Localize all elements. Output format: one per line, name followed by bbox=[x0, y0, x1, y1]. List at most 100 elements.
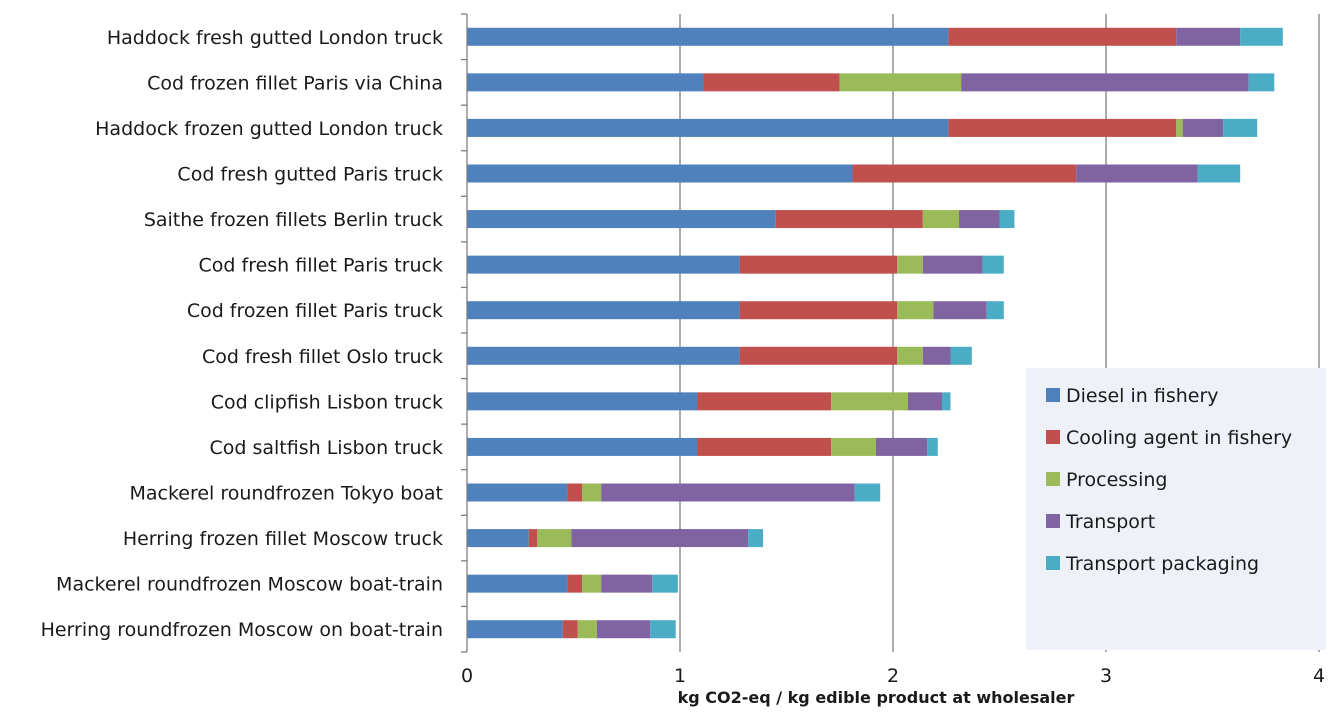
bar-transport-packaging-haddock-frozen-gutted-london-truck bbox=[1223, 118, 1258, 137]
bar-transport-packaging-cod-frozen-fillet-paris-truck bbox=[986, 301, 1004, 320]
bar-diesel-in-fishery-cod-clipfish-lisbon-truck bbox=[467, 392, 698, 411]
bar-diesel-in-fishery-cod-frozen-fillet-paris-truck bbox=[467, 301, 740, 320]
x-tick-label-1: 1 bbox=[674, 665, 686, 687]
bar-transport-cod-clipfish-lisbon-truck bbox=[907, 392, 942, 411]
category-label-cod-fresh-fillet-oslo-truck: Cod fresh fillet Oslo truck bbox=[202, 346, 443, 368]
bar-transport-packaging-haddock-fresh-gutted-london-truck bbox=[1240, 27, 1283, 46]
bar-transport-cod-fresh-fillet-oslo-truck bbox=[922, 346, 951, 365]
bar-cooling-agent-in-fishery-haddock-fresh-gutted-london-truck bbox=[948, 27, 1177, 46]
category-label-cod-fresh-fillet-paris-truck: Cod fresh fillet Paris truck bbox=[199, 255, 443, 277]
category-label-mackerel-roundfrozen-tokyo-boat: Mackerel roundfrozen Tokyo boat bbox=[129, 483, 443, 505]
bar-transport-packaging-saithe-frozen-fillets-berlin-truck bbox=[999, 210, 1015, 229]
bar-cooling-agent-in-fishery-saithe-frozen-fillets-berlin-truck bbox=[775, 210, 923, 229]
bar-transport-cod-frozen-fillet-paris-via-china bbox=[961, 73, 1249, 92]
legend-background bbox=[1026, 368, 1326, 650]
bar-transport-cod-frozen-fillet-paris-truck bbox=[933, 301, 987, 320]
bar-processing-haddock-frozen-gutted-london-truck bbox=[1176, 118, 1183, 137]
legend-label-transport: Transport bbox=[1065, 511, 1155, 533]
bar-transport-mackerel-roundfrozen-tokyo-boat bbox=[601, 483, 855, 502]
x-tick-label-4: 4 bbox=[1313, 665, 1325, 687]
category-label-saithe-frozen-fillets-berlin-truck: Saithe frozen fillets Berlin truck bbox=[144, 209, 443, 231]
bar-transport-packaging-cod-fresh-fillet-oslo-truck bbox=[950, 346, 972, 365]
legend-label-diesel-in-fishery: Diesel in fishery bbox=[1066, 385, 1219, 407]
bar-diesel-in-fishery-mackerel-roundfrozen-tokyo-boat bbox=[467, 483, 568, 502]
category-label-mackerel-roundfrozen-moscow-boat-train: Mackerel roundfrozen Moscow boat-train bbox=[56, 574, 443, 596]
legend-swatch-transport bbox=[1046, 514, 1060, 528]
x-tick-labels: 0 1 2 3 4 bbox=[461, 665, 1325, 687]
legend-label-processing: Processing bbox=[1066, 469, 1167, 491]
bar-transport-haddock-frozen-gutted-london-truck bbox=[1182, 118, 1224, 137]
bar-transport-herring-roundfrozen-moscow-on-boat-train bbox=[596, 620, 651, 639]
bar-transport-packaging-herring-frozen-fillet-moscow-truck bbox=[748, 529, 764, 548]
legend-swatch-transport-packaging bbox=[1046, 556, 1060, 570]
bar-processing-mackerel-roundfrozen-tokyo-boat bbox=[582, 483, 602, 502]
category-label-cod-fresh-gutted-paris-truck: Cod fresh gutted Paris truck bbox=[177, 164, 443, 186]
bar-cooling-agent-in-fishery-cod-fresh-gutted-paris-truck bbox=[852, 164, 1077, 183]
bar-cooling-agent-in-fishery-cod-saltfish-lisbon-truck bbox=[697, 437, 832, 456]
bar-processing-cod-clipfish-lisbon-truck bbox=[831, 392, 908, 411]
category-labels: Haddock fresh gutted London truck Cod fro… bbox=[41, 27, 443, 641]
bar-processing-herring-roundfrozen-moscow-on-boat-train bbox=[577, 620, 597, 639]
axis-layer bbox=[461, 13, 468, 653]
bar-transport-saithe-frozen-fillets-berlin-truck bbox=[959, 210, 1000, 229]
bar-transport-packaging-herring-roundfrozen-moscow-on-boat-train bbox=[650, 620, 676, 639]
bar-diesel-in-fishery-haddock-frozen-gutted-london-truck bbox=[467, 118, 949, 137]
legend-swatch-cooling-agent-in-fishery bbox=[1046, 430, 1060, 444]
bar-processing-herring-frozen-fillet-moscow-truck bbox=[537, 529, 572, 548]
legend: Diesel in fishery Cooling agent in fisher… bbox=[1026, 368, 1326, 650]
bar-transport-cod-fresh-gutted-paris-truck bbox=[1076, 164, 1198, 183]
category-label-herring-frozen-fillet-moscow-truck: Herring frozen fillet Moscow truck bbox=[123, 528, 443, 550]
bar-processing-mackerel-roundfrozen-moscow-boat-train bbox=[582, 574, 602, 593]
category-label-herring-roundfrozen-moscow-on-boat-train: Herring roundfrozen Moscow on boat-train bbox=[41, 619, 443, 641]
bar-transport-cod-saltfish-lisbon-truck bbox=[875, 437, 928, 456]
bar-transport-packaging-cod-clipfish-lisbon-truck bbox=[941, 392, 951, 411]
legend-label-cooling-agent-in-fishery: Cooling agent in fishery bbox=[1066, 427, 1292, 449]
bar-transport-packaging-cod-frozen-fillet-paris-via-china bbox=[1248, 73, 1275, 92]
category-label-cod-clipfish-lisbon-truck: Cod clipfish Lisbon truck bbox=[211, 391, 443, 413]
x-tick-label-0: 0 bbox=[461, 665, 473, 687]
category-label-haddock-frozen-gutted-london-truck: Haddock frozen gutted London truck bbox=[95, 118, 443, 140]
x-axis-title: kg CO2-eq / kg edible product at wholesa… bbox=[678, 688, 1075, 707]
category-label-cod-frozen-fillet-paris-truck: Cod frozen fillet Paris truck bbox=[187, 300, 443, 322]
bar-transport-packaging-cod-fresh-fillet-paris-truck bbox=[982, 255, 1004, 274]
bar-processing-cod-fresh-fillet-paris-truck bbox=[897, 255, 923, 274]
bar-processing-cod-frozen-fillet-paris-truck bbox=[897, 301, 934, 320]
bar-diesel-in-fishery-cod-fresh-fillet-oslo-truck bbox=[467, 346, 740, 365]
bar-diesel-in-fishery-cod-fresh-fillet-paris-truck bbox=[467, 255, 740, 274]
category-label-cod-frozen-fillet-paris-via-china: Cod frozen fillet Paris via China bbox=[147, 72, 443, 94]
bar-cooling-agent-in-fishery-cod-frozen-fillet-paris-truck bbox=[739, 301, 898, 320]
bar-cooling-agent-in-fishery-herring-roundfrozen-moscow-on-boat-train bbox=[562, 620, 578, 639]
bar-transport-packaging-cod-fresh-gutted-paris-truck bbox=[1197, 164, 1241, 183]
bar-transport-packaging-cod-saltfish-lisbon-truck bbox=[927, 437, 938, 456]
bar-processing-cod-fresh-fillet-oslo-truck bbox=[897, 346, 923, 365]
bar-cooling-agent-in-fishery-cod-fresh-fillet-oslo-truck bbox=[739, 346, 898, 365]
bar-processing-saithe-frozen-fillets-berlin-truck bbox=[922, 210, 960, 229]
legend-label-transport-packaging: Transport packaging bbox=[1065, 553, 1259, 575]
bar-transport-packaging-mackerel-roundfrozen-moscow-boat-train bbox=[652, 574, 678, 593]
category-label-cod-saltfish-lisbon-truck: Cod saltfish Lisbon truck bbox=[210, 437, 444, 459]
bar-cooling-agent-in-fishery-mackerel-roundfrozen-moscow-boat-train bbox=[567, 574, 583, 593]
bar-transport-packaging-mackerel-roundfrozen-tokyo-boat bbox=[854, 483, 881, 502]
bar-diesel-in-fishery-cod-fresh-gutted-paris-truck bbox=[467, 164, 853, 183]
bar-processing-cod-saltfish-lisbon-truck bbox=[831, 437, 876, 456]
bar-cooling-agent-in-fishery-cod-frozen-fillet-paris-via-china bbox=[703, 73, 840, 92]
legend-swatch-diesel-in-fishery bbox=[1046, 388, 1060, 402]
bars-layer bbox=[467, 27, 1283, 639]
bar-cooling-agent-in-fishery-mackerel-roundfrozen-tokyo-boat bbox=[567, 483, 583, 502]
bar-diesel-in-fishery-saithe-frozen-fillets-berlin-truck bbox=[467, 210, 776, 229]
bar-transport-cod-fresh-fillet-paris-truck bbox=[922, 255, 983, 274]
bar-transport-haddock-fresh-gutted-london-truck bbox=[1176, 27, 1241, 46]
bar-transport-herring-frozen-fillet-moscow-truck bbox=[571, 529, 749, 548]
bar-cooling-agent-in-fishery-herring-frozen-fillet-moscow-truck bbox=[528, 529, 538, 548]
bar-diesel-in-fishery-herring-frozen-fillet-moscow-truck bbox=[467, 529, 529, 548]
bar-processing-cod-frozen-fillet-paris-via-china bbox=[839, 73, 962, 92]
bar-diesel-in-fishery-cod-frozen-fillet-paris-via-china bbox=[467, 73, 704, 92]
bar-transport-mackerel-roundfrozen-moscow-boat-train bbox=[601, 574, 653, 593]
legend-swatch-processing bbox=[1046, 472, 1060, 486]
bar-diesel-in-fishery-herring-roundfrozen-moscow-on-boat-train bbox=[467, 620, 563, 639]
bar-diesel-in-fishery-haddock-fresh-gutted-london-truck bbox=[467, 27, 949, 46]
bar-cooling-agent-in-fishery-cod-clipfish-lisbon-truck bbox=[697, 392, 832, 411]
bar-cooling-agent-in-fishery-haddock-frozen-gutted-london-truck bbox=[948, 118, 1177, 137]
x-tick-label-2: 2 bbox=[887, 665, 899, 687]
